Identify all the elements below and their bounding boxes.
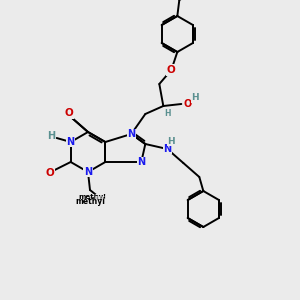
Text: N: N — [127, 129, 135, 139]
Text: N: N — [137, 157, 146, 167]
Text: methyl: methyl — [75, 197, 105, 206]
Text: H: H — [48, 131, 56, 141]
Text: H: H — [167, 136, 175, 146]
Text: O: O — [183, 99, 191, 109]
Text: N: N — [67, 137, 75, 147]
Text: H: H — [164, 110, 171, 118]
Text: O: O — [167, 65, 176, 75]
Text: N: N — [84, 167, 92, 177]
Text: methyl: methyl — [94, 196, 114, 200]
Text: O: O — [64, 108, 74, 118]
Text: H: H — [191, 94, 199, 103]
Text: N: N — [163, 144, 171, 154]
Text: O: O — [45, 168, 54, 178]
Text: methyl: methyl — [78, 194, 106, 200]
